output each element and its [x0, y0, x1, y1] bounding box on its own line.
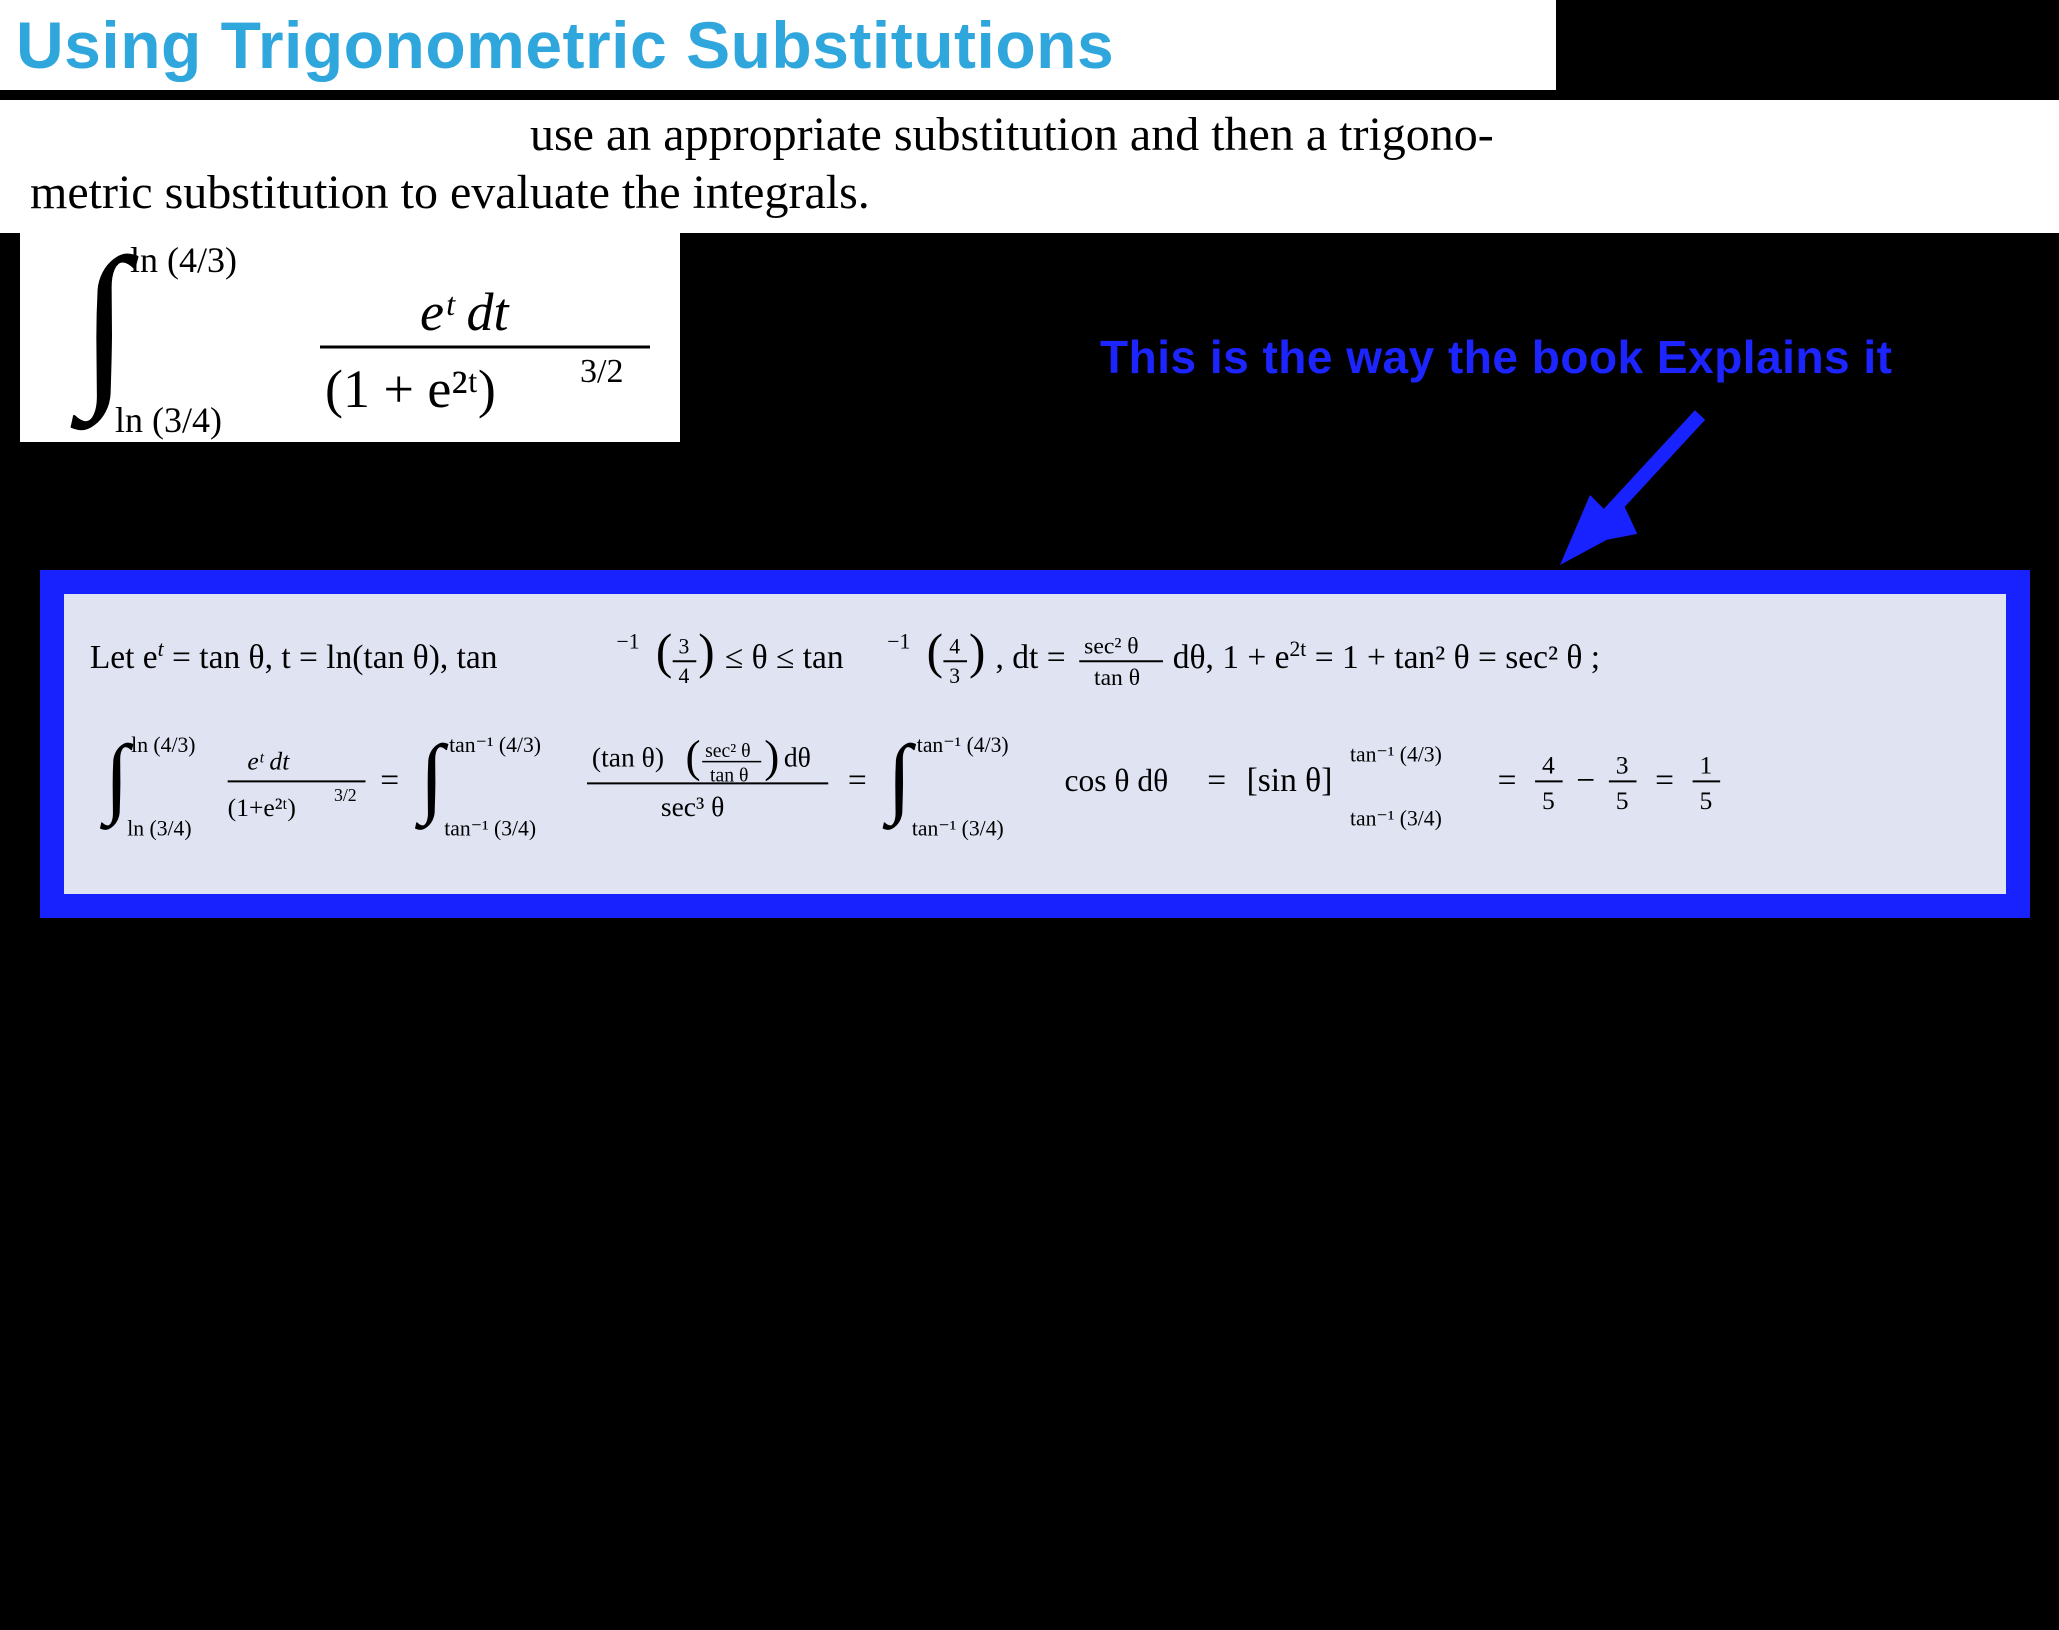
- svg-text:tan⁻¹ (4/3): tan⁻¹ (4/3): [917, 733, 1009, 757]
- svg-text:−: −: [1576, 762, 1595, 799]
- svg-text:tan⁻¹ (3/4): tan⁻¹ (3/4): [912, 817, 1004, 841]
- svg-text:3/2: 3/2: [334, 785, 357, 805]
- callout-text: This is the way the book Explains it: [1100, 330, 1893, 384]
- svg-text:tan⁻¹ (4/3): tan⁻¹ (4/3): [449, 733, 541, 757]
- svg-text:=: =: [1655, 762, 1674, 799]
- svg-text:eᵗ dt: eᵗ dt: [247, 747, 290, 776]
- title-strip: Using Trigonometric Substitutions: [0, 0, 1556, 90]
- svg-text:∫: ∫: [415, 728, 449, 830]
- instructions-strip: use an appropriate substitution and then…: [0, 100, 2059, 233]
- integral-expression: ∫ ln (4/3) ln (3/4) eᵗ dt (1 + e²ᵗ) 3/2: [20, 232, 680, 442]
- svg-text:5: 5: [1616, 786, 1629, 815]
- page-canvas: Using Trigonometric Substitutions use an…: [0, 0, 2059, 1630]
- svg-text:ln (4/3): ln (4/3): [130, 240, 237, 280]
- svg-text:∫: ∫: [882, 728, 916, 830]
- svg-text:4: 4: [679, 664, 690, 688]
- svg-text:ln (3/4): ln (3/4): [127, 817, 191, 841]
- solution-content: Let et = tan θ, t = ln(tan θ), tan −1 ( …: [64, 594, 2006, 894]
- svg-text:(: (: [927, 624, 943, 679]
- svg-text:tan⁻¹ (3/4): tan⁻¹ (3/4): [444, 817, 536, 841]
- svg-text:3: 3: [949, 664, 960, 688]
- svg-text:sec² θ: sec² θ: [705, 740, 750, 762]
- svg-text:(tan θ): (tan θ): [592, 742, 664, 773]
- svg-text:3: 3: [679, 634, 690, 658]
- svg-text:(1+e²ᵗ): (1+e²ᵗ): [228, 793, 296, 822]
- svg-text:5: 5: [1699, 786, 1712, 815]
- svg-text:Let et = tan θ, t = ln(tan θ): Let et = tan θ, t = ln(tan θ), tan: [90, 637, 498, 676]
- svg-text:cos θ dθ: cos θ dθ: [1064, 763, 1168, 798]
- solution-line-1: Let et = tan θ, t = ln(tan θ), tan −1 ( …: [90, 624, 1600, 691]
- svg-text:ln (4/3): ln (4/3): [131, 733, 195, 757]
- svg-text:=: =: [1207, 762, 1226, 799]
- svg-text:∫: ∫: [100, 728, 134, 830]
- page-title: Using Trigonometric Substitutions: [16, 7, 1114, 83]
- solution-box: Let et = tan θ, t = ln(tan θ), tan −1 ( …: [40, 570, 2030, 918]
- svg-text:, dt =: , dt =: [996, 639, 1066, 676]
- svg-text:): ): [764, 732, 779, 782]
- svg-text:eᵗ dt: eᵗ dt: [420, 282, 511, 342]
- svg-text:−1: −1: [887, 629, 910, 653]
- svg-text:=: =: [380, 762, 399, 799]
- svg-text:4: 4: [949, 634, 960, 658]
- arrow-icon: [1530, 395, 1730, 575]
- svg-text:4: 4: [1542, 750, 1555, 779]
- svg-text:): ): [698, 624, 714, 679]
- svg-text:dθ, 1 + e2t = 1 + tan² θ = sec: dθ, 1 + e2t = 1 + tan² θ = sec² θ ;: [1173, 637, 1600, 676]
- svg-text:3/2: 3/2: [580, 353, 623, 390]
- svg-text:sec³ θ: sec³ θ: [661, 791, 725, 822]
- solution-svg: Let et = tan θ, t = ln(tan θ), tan −1 ( …: [80, 614, 1990, 870]
- svg-text:ln (3/4): ln (3/4): [115, 400, 222, 440]
- svg-text:dθ: dθ: [784, 742, 811, 773]
- svg-text:1: 1: [1699, 750, 1712, 779]
- svg-text:(1 + e²ᵗ): (1 + e²ᵗ): [325, 359, 496, 419]
- svg-text:sec² θ: sec² θ: [1084, 633, 1138, 659]
- svg-text:tan θ: tan θ: [1094, 665, 1140, 691]
- svg-text:[sin θ]: [sin θ]: [1247, 762, 1333, 799]
- instructions-line-1: use an appropriate substitution and then…: [30, 106, 2029, 164]
- svg-text:−1: −1: [617, 629, 640, 653]
- svg-text:tan⁻¹ (4/3): tan⁻¹ (4/3): [1350, 743, 1442, 767]
- svg-text:=: =: [1498, 762, 1517, 799]
- svg-text:5: 5: [1542, 786, 1555, 815]
- instructions-line-2: metric substitution to evaluate the inte…: [30, 164, 2029, 222]
- svg-text:3: 3: [1616, 750, 1629, 779]
- svg-text:): ): [969, 624, 985, 679]
- svg-text:(: (: [656, 624, 672, 679]
- svg-text:=: =: [848, 762, 867, 799]
- integral-svg: ∫ ln (4/3) ln (3/4) eᵗ dt (1 + e²ᵗ) 3/2: [20, 232, 680, 442]
- svg-text:tan⁻¹ (3/4): tan⁻¹ (3/4): [1350, 807, 1442, 831]
- svg-text:≤ θ ≤ tan: ≤ θ ≤ tan: [725, 639, 844, 676]
- solution-line-2: ∫ ln (4/3) ln (3/4) eᵗ dt (1+e²ᵗ) 3/2 = …: [100, 728, 1721, 841]
- svg-text:(: (: [685, 732, 700, 782]
